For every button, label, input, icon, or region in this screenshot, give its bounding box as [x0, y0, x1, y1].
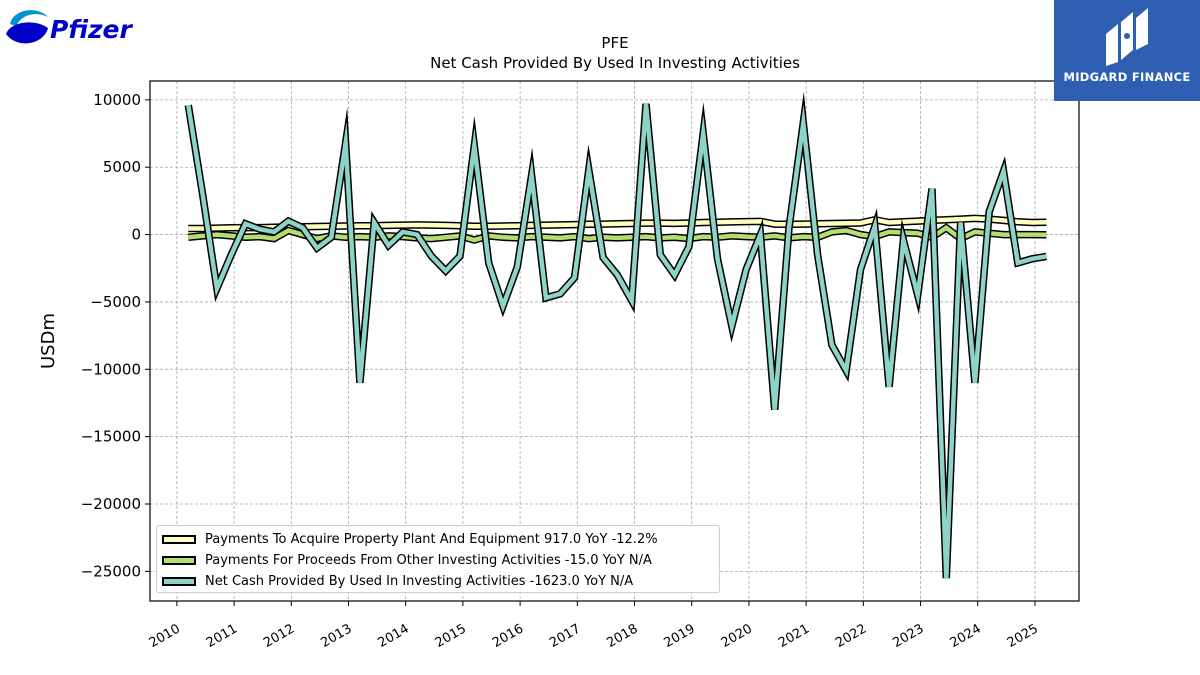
y-tick-label: −20000: [81, 495, 141, 513]
series-layer: [184, 91, 1048, 579]
x-tick-label: 2023: [890, 621, 926, 651]
y-tick-label: −25000: [81, 562, 141, 580]
legend-swatch-other-investing: [162, 556, 196, 565]
x-tick-label: 2010: [147, 621, 183, 651]
y-tick-label: 0: [131, 226, 141, 244]
pfizer-logo: Pfizer: [6, 10, 134, 44]
x-tick-label: 2020: [719, 621, 755, 651]
x-tick-label: 2016: [490, 621, 526, 651]
midgard-logo-text: MIDGARD FINANCE: [1063, 70, 1191, 84]
y-tick-label: −15000: [81, 428, 141, 446]
legend-label-other-investing: Payments For Proceeds From Other Investi…: [205, 553, 652, 568]
y-tick-label: −10000: [81, 360, 141, 378]
midgard-mark-icon: [1106, 8, 1148, 66]
pfizer-logo-text: Pfizer: [50, 15, 134, 44]
y-tick-label: 5000: [103, 158, 141, 176]
x-tick-label: 2013: [318, 621, 354, 651]
legend-item-ppe: Payments To Acquire Property Plant And E…: [162, 529, 719, 550]
x-tick-label: 2011: [204, 621, 240, 651]
legend-swatch-ppe: [162, 535, 196, 544]
x-tick-label: 2018: [604, 621, 640, 651]
x-tick-label: 2024: [948, 621, 984, 651]
y-tick-label: 10000: [93, 91, 141, 109]
legend-item-net-investing: Net Cash Provided By Used In Investing A…: [162, 571, 719, 592]
x-tick-label: 2019: [662, 621, 698, 651]
chart-subtitle: Net Cash Provided By Used In Investing A…: [430, 54, 800, 72]
legend-label-net-investing: Net Cash Provided By Used In Investing A…: [205, 574, 634, 589]
x-tick-label: 2022: [833, 621, 869, 651]
x-tick-label: 2021: [776, 621, 812, 651]
midgard-finance-logo: MIDGARD FINANCE: [1054, 0, 1200, 101]
x-tick-label: 2015: [433, 621, 469, 651]
x-tick-label: 2012: [261, 621, 297, 651]
plot-frame: [149, 80, 1080, 602]
x-tick-label: 2025: [1005, 621, 1041, 651]
x-tick-label: 2017: [547, 621, 583, 651]
legend-swatch-net-investing: [162, 577, 196, 586]
x-tick-label: 2014: [376, 621, 412, 651]
legend-label-ppe: Payments To Acquire Property Plant And E…: [205, 532, 658, 547]
chart-title: PFE: [601, 34, 628, 52]
y-tick-label: −5000: [90, 293, 141, 311]
legend: Payments To Acquire Property Plant And E…: [156, 525, 720, 593]
series-line-net-investing: [186, 103, 1047, 579]
y-axis-label: USDm: [38, 313, 59, 369]
series-outline-net-investing: [184, 91, 1048, 579]
pfizer-mark-upper: [10, 10, 48, 26]
pfizer-mark-lower: [6, 22, 48, 44]
legend-item-other-investing: Payments For Proceeds From Other Investi…: [162, 550, 719, 571]
